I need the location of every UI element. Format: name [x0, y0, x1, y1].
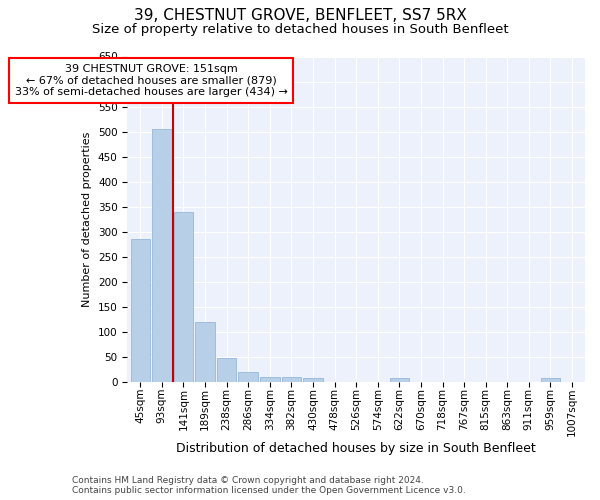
Text: Size of property relative to detached houses in South Benfleet: Size of property relative to detached ho… — [92, 22, 508, 36]
Bar — [260, 376, 280, 382]
Bar — [238, 372, 258, 382]
Text: 39, CHESTNUT GROVE, BENFLEET, SS7 5RX: 39, CHESTNUT GROVE, BENFLEET, SS7 5RX — [134, 8, 466, 22]
Text: Contains HM Land Registry data © Crown copyright and database right 2024.
Contai: Contains HM Land Registry data © Crown c… — [72, 476, 466, 495]
Bar — [389, 378, 409, 382]
Y-axis label: Number of detached properties: Number of detached properties — [82, 132, 92, 307]
Text: 39 CHESTNUT GROVE: 151sqm
← 67% of detached houses are smaller (879)
33% of semi: 39 CHESTNUT GROVE: 151sqm ← 67% of detac… — [14, 64, 287, 97]
Bar — [541, 378, 560, 382]
Bar — [152, 129, 172, 382]
Bar — [174, 212, 193, 382]
Bar — [217, 358, 236, 382]
Bar — [196, 322, 215, 382]
X-axis label: Distribution of detached houses by size in South Benfleet: Distribution of detached houses by size … — [176, 442, 536, 455]
Bar — [303, 378, 323, 382]
Bar — [281, 376, 301, 382]
Bar — [131, 239, 150, 382]
